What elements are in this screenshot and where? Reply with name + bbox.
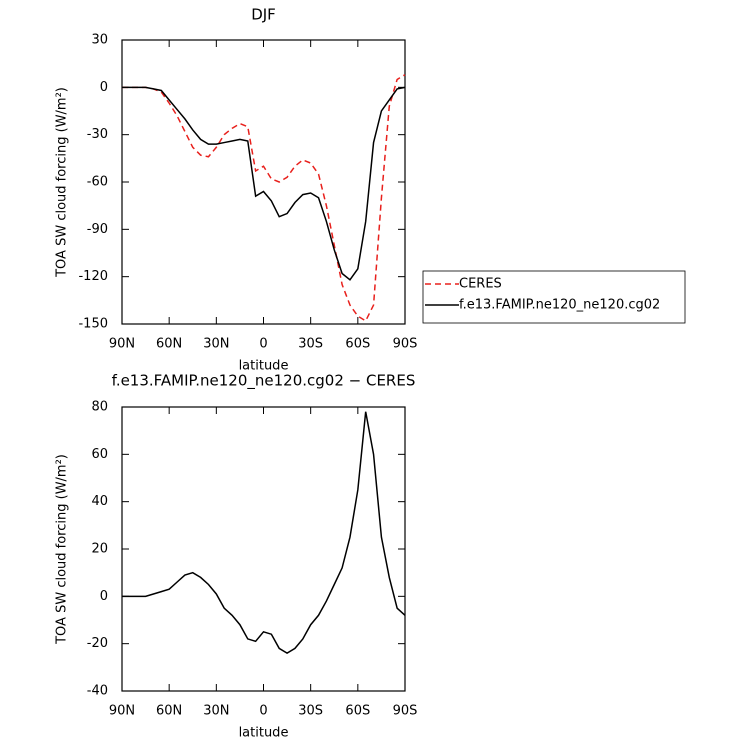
x-tick-label: 0 [259,704,267,719]
x-tick-label: 90S [393,704,418,719]
legend-box [422,270,686,324]
data-line [122,74,406,322]
y-tick-label: 30 [91,33,108,48]
x-axis-label: latitude [239,726,289,741]
x-tick-label: 60N [156,704,182,719]
y-tick-label: -30 [87,127,108,142]
x-tick-label: 30S [298,337,323,352]
chart-title: f.e13.FAMIP.ne120_ne120.cg02 − CERES [112,372,416,391]
plot-frame [121,39,406,325]
y-tick-label: -60 [87,175,108,190]
y-axis-label: TOA SW cloud forcing (W/m²) [55,87,70,278]
y-tick-label: 0 [100,589,108,604]
y-tick-label: -90 [87,222,108,237]
x-tick-label: 90N [109,337,135,352]
x-tick-label: 60N [156,337,182,352]
legend-label: f.e13.FAMIP.ne120_ne120.cg02 [459,298,660,313]
y-tick-label: -40 [87,684,108,699]
data-line [122,411,406,655]
x-tick-label: 90N [109,704,135,719]
y-axis-label: TOA SW cloud forcing (W/m²) [55,454,70,645]
y-tick-label: 80 [91,400,108,415]
x-tick-label: 60S [345,704,370,719]
y-tick-label: 60 [91,447,108,462]
x-tick-label: 30N [203,704,229,719]
y-tick-label: -150 [78,317,108,332]
y-tick-label: 0 [100,80,108,95]
x-tick-label: 60S [345,337,370,352]
legend-label: CERES [459,277,502,292]
y-tick-label: -120 [78,269,108,284]
x-axis-label: latitude [239,359,289,374]
chart-title: DJF [251,6,276,24]
x-tick-label: 30S [298,704,323,719]
y-tick-label: 20 [91,542,108,557]
data-line [122,86,406,281]
x-tick-label: 90S [393,337,418,352]
y-tick-label: 40 [91,494,108,509]
y-tick-label: -20 [87,636,108,651]
x-tick-label: 0 [259,337,267,352]
x-tick-label: 30N [203,337,229,352]
